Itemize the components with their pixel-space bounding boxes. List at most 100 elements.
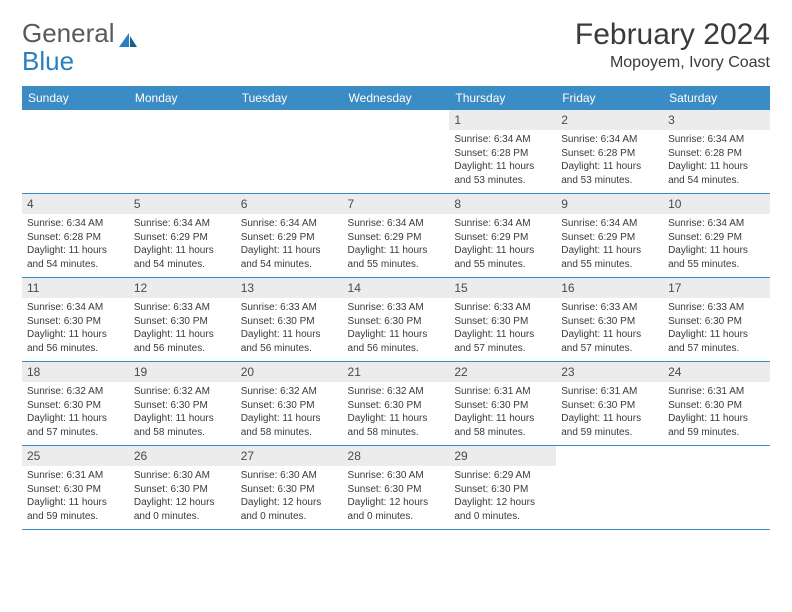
day-cell: 16Sunrise: 6:33 AMSunset: 6:30 PMDayligh… xyxy=(556,278,663,362)
day-number: 2 xyxy=(556,110,663,130)
day-body xyxy=(343,116,450,174)
day-cell: 14 Sunrise: 6:33 AMSunset: 6:30 PMDayligh… xyxy=(343,278,450,362)
logo-text-general: General xyxy=(22,18,115,49)
day-cell: 10Sunrise: 6:34 AMSunset: 6:29 PMDayligh… xyxy=(663,194,770,278)
sunset-text: Sunset: 6:30 PM xyxy=(348,399,445,413)
day-body xyxy=(129,116,236,174)
day-cell xyxy=(22,110,129,194)
sunrise-text: Sunrise: 6:34 AM xyxy=(348,217,445,231)
sunrise-text: Sunrise: 6:34 AM xyxy=(241,217,338,231)
day-cell: 9 Sunrise: 6:34 AMSunset: 6:29 PMDaylight… xyxy=(556,194,663,278)
sunrise-text: Sunrise: 6:33 AM xyxy=(348,301,445,315)
day-number: 21 xyxy=(343,362,450,382)
day-cell: 24Sunrise: 6:31 AMSunset: 6:30 PMDayligh… xyxy=(663,362,770,446)
sunset-text: Sunset: 6:29 PM xyxy=(241,231,338,245)
sunrise-text: Sunrise: 6:34 AM xyxy=(134,217,231,231)
sunset-text: Sunset: 6:28 PM xyxy=(454,147,551,161)
sunrise-text: Sunrise: 6:34 AM xyxy=(27,217,124,231)
day-cell: 7Sunrise: 6:34 AMSunset: 6:29 PMDaylight… xyxy=(343,194,450,278)
day-number: 16 xyxy=(556,278,663,298)
daylight-text: Daylight: 11 hours and 57 minutes. xyxy=(668,328,765,355)
day-number: 1 xyxy=(449,110,556,130)
sail-icon xyxy=(117,25,139,43)
day-number: 14 xyxy=(343,278,450,298)
day-cell: 2Sunrise: 6:34 AMSunset: 6:28 PMDaylight… xyxy=(556,110,663,194)
sunset-text: Sunset: 6:30 PM xyxy=(134,315,231,329)
calendar-body: 1Sunrise: 6:34 AMSunset: 6:28 PMDaylight… xyxy=(22,110,770,530)
daylight-text: Daylight: 11 hours and 53 minutes. xyxy=(561,160,658,187)
location: Mopoyem, Ivory Coast xyxy=(575,54,770,72)
day-number: 25 xyxy=(22,446,129,466)
day-cell: 28Sunrise: 6:30 AMSunset: 6:30 PMDayligh… xyxy=(343,446,450,530)
daylight-text: Daylight: 12 hours and 0 minutes. xyxy=(134,496,231,523)
logo: General xyxy=(22,18,139,49)
sunset-text: Sunset: 6:30 PM xyxy=(241,399,338,413)
sunrise-text: Sunrise: 6:30 AM xyxy=(134,469,231,483)
daylight-text: Daylight: 12 hours and 0 minutes. xyxy=(454,496,551,523)
day-cell: 20Sunrise: 6:32 AMSunset: 6:30 PMDayligh… xyxy=(236,362,343,446)
day-number: 6 xyxy=(236,194,343,214)
daylight-text: Daylight: 11 hours and 57 minutes. xyxy=(454,328,551,355)
day-cell xyxy=(129,110,236,194)
day-body: Sunrise: 6:34 AMSunset: 6:29 PMDaylight:… xyxy=(663,214,770,277)
day-cell: 22Sunrise: 6:31 AMSunset: 6:30 PMDayligh… xyxy=(449,362,556,446)
daylight-text: Daylight: 12 hours and 0 minutes. xyxy=(348,496,445,523)
day-cell: 18Sunrise: 6:32 AMSunset: 6:30 PMDayligh… xyxy=(22,362,129,446)
daylight-text: Daylight: 11 hours and 56 minutes. xyxy=(348,328,445,355)
day-body: Sunrise: 6:33 AMSunset: 6:30 PMDaylight:… xyxy=(449,298,556,361)
title-block: February 2024 Mopoyem, Ivory Coast xyxy=(575,18,770,72)
day-number: 7 xyxy=(343,194,450,214)
day-header-thu: Thursday xyxy=(449,86,556,110)
daylight-text: Daylight: 11 hours and 55 minutes. xyxy=(561,244,658,271)
day-number: 23 xyxy=(556,362,663,382)
sunset-text: Sunset: 6:28 PM xyxy=(27,231,124,245)
week-row: 11Sunrise: 6:34 AMSunset: 6:30 PMDayligh… xyxy=(22,278,770,362)
logo-text-blue: Blue xyxy=(22,46,74,77)
sunrise-text: Sunrise: 6:34 AM xyxy=(561,133,658,147)
day-body: Sunrise: 6:33 AMSunset: 6:30 PMDaylight:… xyxy=(663,298,770,361)
day-body: Sunrise: 6:34 AMSunset: 6:28 PMDaylight:… xyxy=(22,214,129,277)
day-number: 12 xyxy=(129,278,236,298)
sunrise-text: Sunrise: 6:32 AM xyxy=(348,385,445,399)
sunrise-text: Sunrise: 6:34 AM xyxy=(668,133,765,147)
sunrise-text: Sunrise: 6:34 AM xyxy=(454,217,551,231)
day-number: 5 xyxy=(129,194,236,214)
day-cell: 23Sunrise: 6:31 AMSunset: 6:30 PMDayligh… xyxy=(556,362,663,446)
day-body: Sunrise: 6:29 AMSunset: 6:30 PMDaylight:… xyxy=(449,466,556,529)
sunrise-text: Sunrise: 6:33 AM xyxy=(454,301,551,315)
sunset-text: Sunset: 6:30 PM xyxy=(134,483,231,497)
day-number: 4 xyxy=(22,194,129,214)
daylight-text: Daylight: 11 hours and 53 minutes. xyxy=(454,160,551,187)
sunset-text: Sunset: 6:29 PM xyxy=(561,231,658,245)
day-number: 10 xyxy=(663,194,770,214)
day-number: 9 xyxy=(556,194,663,214)
sunrise-text: Sunrise: 6:34 AM xyxy=(561,217,658,231)
day-body: Sunrise: 6:32 AMSunset: 6:30 PMDaylight:… xyxy=(22,382,129,445)
day-body: Sunrise: 6:34 AMSunset: 6:28 PMDaylight:… xyxy=(556,130,663,193)
day-number: 29 xyxy=(449,446,556,466)
day-body: Sunrise: 6:32 AMSunset: 6:30 PMDaylight:… xyxy=(343,382,450,445)
sunrise-text: Sunrise: 6:30 AM xyxy=(241,469,338,483)
day-body: Sunrise: 6:34 AMSunset: 6:28 PMDaylight:… xyxy=(663,130,770,193)
sunset-text: Sunset: 6:30 PM xyxy=(348,315,445,329)
sunset-text: Sunset: 6:28 PM xyxy=(668,147,765,161)
daylight-text: Daylight: 11 hours and 59 minutes. xyxy=(27,496,124,523)
sunset-text: Sunset: 6:30 PM xyxy=(561,315,658,329)
sunrise-text: Sunrise: 6:32 AM xyxy=(134,385,231,399)
daylight-text: Daylight: 11 hours and 56 minutes. xyxy=(241,328,338,355)
day-cell: 1Sunrise: 6:34 AMSunset: 6:28 PMDaylight… xyxy=(449,110,556,194)
day-body: Sunrise: 6:30 AMSunset: 6:30 PMDaylight:… xyxy=(236,466,343,529)
month-title: February 2024 xyxy=(575,18,770,52)
day-body xyxy=(663,452,770,510)
sunrise-text: Sunrise: 6:30 AM xyxy=(348,469,445,483)
day-cell: 13Sunrise: 6:33 AMSunset: 6:30 PMDayligh… xyxy=(236,278,343,362)
day-cell: 29Sunrise: 6:29 AMSunset: 6:30 PMDayligh… xyxy=(449,446,556,530)
sunrise-text: Sunrise: 6:33 AM xyxy=(561,301,658,315)
day-cell xyxy=(663,446,770,530)
week-row: 18Sunrise: 6:32 AMSunset: 6:30 PMDayligh… xyxy=(22,362,770,446)
day-body: Sunrise: 6:34 AMSunset: 6:30 PMDaylight:… xyxy=(22,298,129,361)
day-number: 15 xyxy=(449,278,556,298)
daylight-text: Daylight: 11 hours and 58 minutes. xyxy=(134,412,231,439)
day-cell: 27Sunrise: 6:30 AMSunset: 6:30 PMDayligh… xyxy=(236,446,343,530)
sunrise-text: Sunrise: 6:34 AM xyxy=(668,217,765,231)
